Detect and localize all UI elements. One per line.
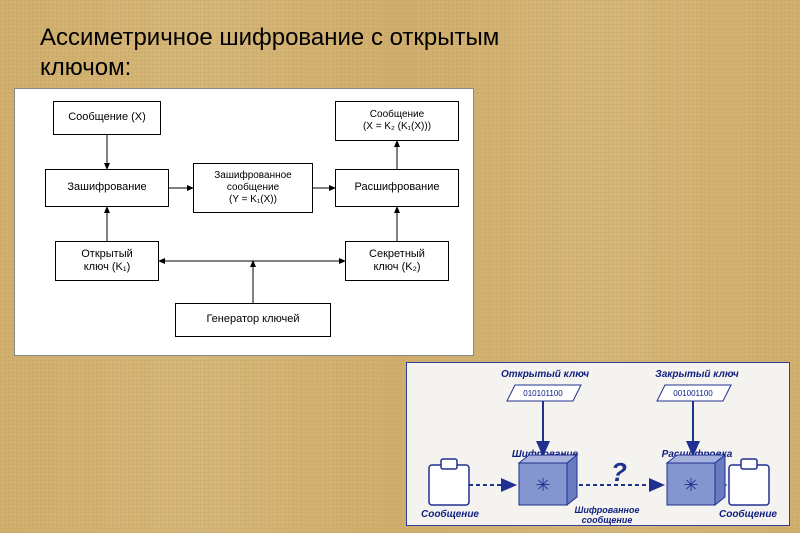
label-encryption: Шифрование xyxy=(495,449,595,460)
svg-text:?: ? xyxy=(611,457,627,487)
label-decryption: Расшифровка xyxy=(647,449,747,460)
label-encrypted-message-1: Шифрованное xyxy=(567,505,647,515)
svg-text:✳: ✳ xyxy=(535,475,550,495)
svg-text:001001100: 001001100 xyxy=(673,389,713,398)
title-line-1: Ассиметричное шифрование с открытым xyxy=(40,24,499,52)
label-encrypted-message-2: сообщение xyxy=(567,515,647,525)
crypto-illustration-svg: 010101100 001001100 ✳ ✳ xyxy=(407,363,791,527)
box-decryption: Расшифрование xyxy=(335,169,459,207)
title-line-2: ключом: xyxy=(40,54,131,82)
label-message-left: Сообщение xyxy=(415,509,485,520)
svg-text:✳: ✳ xyxy=(683,475,698,495)
crypto-illustration-panel: Открытый ключ Закрытый ключ Шифрование Р… xyxy=(406,362,790,526)
decryption-cube-icon: ✳ xyxy=(667,455,725,505)
box-secret-key: Секретный ключ (K₂) xyxy=(345,241,449,281)
box-message-out: Сообщение (X = K₂ (K₁(X))) xyxy=(335,101,459,141)
box-key-generator: Генератор ключей xyxy=(175,303,331,337)
label-message-right: Сообщение xyxy=(713,509,783,520)
arrow-right-extra xyxy=(407,363,791,527)
box-message-x: Сообщение (X) xyxy=(53,101,161,135)
flowchart-panel: Сообщение (X) Зашифрование Зашифрованное… xyxy=(14,88,474,356)
box-public-key: Открытый ключ (K₁) xyxy=(55,241,159,281)
private-key-shape: 001001100 xyxy=(657,385,731,401)
box-encryption: Зашифрование xyxy=(45,169,169,207)
box-encrypted-message: Зашифрованное сообщение (Y = K₁(X)) xyxy=(193,163,313,213)
clipboard-left-icon xyxy=(429,459,469,505)
label-private-key: Закрытый ключ xyxy=(647,369,747,380)
label-public-key: Открытый ключ xyxy=(495,369,595,380)
svg-text:010101100: 010101100 xyxy=(523,389,563,398)
clipboard-right-icon xyxy=(729,459,769,505)
public-key-shape: 010101100 xyxy=(507,385,581,401)
encryption-cube-icon: ✳ xyxy=(519,455,577,505)
